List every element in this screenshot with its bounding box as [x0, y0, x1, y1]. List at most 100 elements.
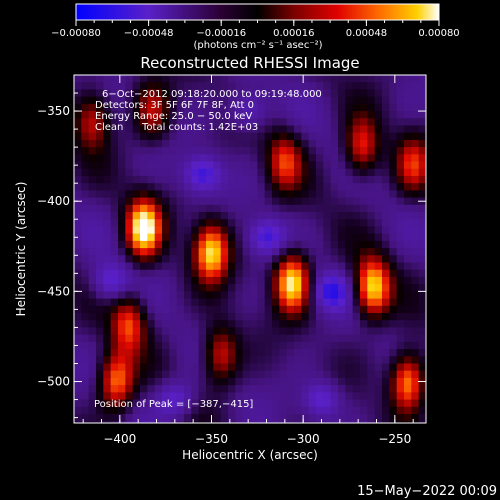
heatmap-cell: [308, 385, 317, 393]
heatmap-cell: [294, 341, 302, 350]
heatmap-cell: [147, 175, 156, 184]
heatmap-cell: [147, 233, 156, 242]
heatmap-cell: [411, 175, 420, 184]
heatmap-cell: [250, 341, 258, 350]
heatmap-cell: [96, 248, 104, 256]
heatmap-cell: [154, 305, 163, 314]
heatmap-cell: [418, 349, 426, 357]
heatmap-cell: [294, 204, 302, 213]
heatmap-cell: [125, 298, 134, 307]
heatmap-cell: [330, 139, 339, 148]
heatmap-cell: [308, 276, 317, 285]
heatmap-cell: [132, 291, 141, 300]
heatmap-cell: [360, 356, 368, 365]
heatmap-cell: [404, 269, 412, 278]
heatmap-cell: [125, 96, 134, 105]
heatmap-cell: [206, 190, 214, 199]
heatmap-cell: [382, 392, 390, 401]
heatmap-cell: [220, 89, 229, 98]
heatmap-cell: [264, 341, 273, 350]
heatmap-cell: [88, 327, 97, 336]
heatmap-cell: [279, 392, 288, 401]
heatmap-cell: [264, 154, 273, 163]
heatmap-cell: [220, 276, 229, 285]
heatmap-cell: [132, 89, 141, 98]
heatmap-cell: [162, 233, 170, 242]
heatmap-cell: [184, 341, 192, 350]
heatmap-cell: [235, 212, 244, 220]
heatmap-cell: [389, 111, 398, 119]
heatmap-cell: [118, 298, 126, 307]
heatmap-cell: [220, 305, 229, 314]
heatmap-cell: [272, 204, 280, 213]
heatmap-cell: [323, 269, 332, 278]
heatmap-cell: [330, 111, 339, 119]
heatmap-cell: [250, 125, 258, 134]
heatmap-cell: [382, 82, 390, 91]
heatmap-cell: [250, 385, 258, 393]
heatmap-cell: [330, 240, 339, 249]
heatmap-cell: [294, 363, 302, 372]
heatmap-cell: [118, 370, 126, 379]
heatmap-cell: [250, 327, 258, 336]
heatmap-cell: [228, 233, 236, 242]
heatmap-cell: [176, 197, 185, 206]
heatmap-cell: [323, 161, 332, 170]
heatmap-cell: [279, 377, 288, 386]
heatmap-cell: [132, 370, 141, 379]
heatmap-cell: [279, 168, 288, 177]
heatmap-cell: [264, 132, 273, 141]
heatmap-cell: [345, 385, 354, 393]
heatmap-cell: [352, 226, 361, 235]
heatmap-cell: [242, 183, 251, 191]
heatmap-cell: [301, 320, 310, 329]
heatmap-cell: [345, 255, 354, 264]
heatmap-cell: [162, 385, 170, 393]
heatmap-cell: [360, 197, 368, 206]
heatmap-cell: [323, 118, 332, 127]
heatmap-cell: [338, 147, 346, 155]
heatmap-cell: [404, 334, 412, 343]
heatmap-cell: [220, 82, 229, 91]
heatmap-cell: [154, 212, 163, 220]
heatmap-cell: [140, 305, 148, 314]
heatmap-cell: [345, 168, 354, 177]
heatmap-cell: [220, 212, 229, 220]
heatmap-cell: [360, 240, 368, 249]
heatmap-cell: [228, 147, 236, 155]
heatmap-cell: [206, 385, 214, 393]
heatmap-cell: [81, 313, 90, 321]
heatmap-cell: [316, 82, 324, 91]
heatmap-cell: [125, 269, 134, 278]
heatmap-cell: [74, 183, 82, 191]
heatmap-cell: [162, 406, 170, 415]
heatmap-cell: [176, 305, 185, 314]
heatmap-cell: [198, 204, 207, 213]
heatmap-cell: [220, 327, 229, 336]
heatmap-cell: [294, 168, 302, 177]
heatmap-cell: [272, 356, 280, 365]
heatmap-cell: [147, 276, 156, 285]
heatmap-cell: [389, 413, 398, 422]
heatmap-cell: [301, 161, 310, 170]
heatmap-cell: [308, 377, 317, 386]
heatmap-cell: [250, 320, 258, 329]
heatmap-cell: [338, 183, 346, 191]
heatmap-cell: [330, 190, 339, 199]
heatmap-cell: [374, 341, 383, 350]
heatmap-cell: [154, 269, 163, 278]
heatmap-cell: [250, 197, 258, 206]
heatmap-cell: [176, 320, 185, 329]
heatmap-cell: [74, 284, 82, 292]
heatmap-cell: [279, 334, 288, 343]
heatmap-cell: [81, 305, 90, 314]
heatmap-cell: [110, 305, 119, 314]
heatmap-cell: [110, 175, 119, 184]
heatmap-cell: [118, 356, 126, 365]
heatmap-cell: [360, 377, 368, 386]
heatmap-cell: [125, 349, 134, 357]
heatmap-cell: [176, 89, 185, 98]
heatmap-cell: [294, 183, 302, 191]
heatmap-cell: [103, 341, 112, 350]
heatmap-cell: [184, 305, 192, 314]
